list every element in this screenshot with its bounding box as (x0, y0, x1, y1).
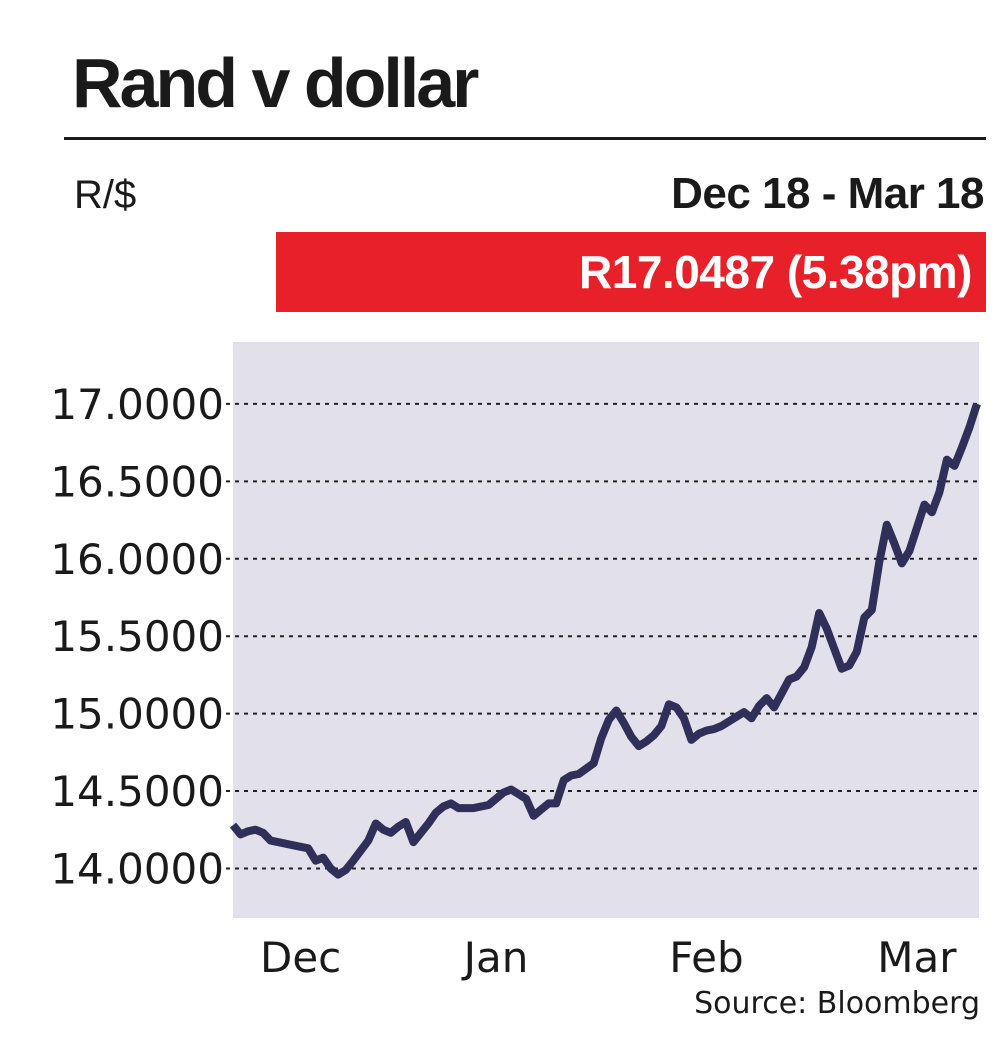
x-tick-label: Feb (669, 933, 743, 982)
y-tick-label: 17.0000 (50, 380, 224, 429)
x-tick-label: Dec (260, 933, 341, 982)
x-axis-ticks: Dec Jan Feb Mar (260, 933, 957, 982)
y-axis-ticks: 17.0000 16.5000 16.0000 15.5000 15.0000 14.50… (50, 380, 224, 894)
series-group (229, 402, 981, 879)
unit-label: R/$ (74, 173, 137, 217)
chart-title: Rand v dollar (72, 44, 479, 122)
y-tick-label: 14.5000 (50, 767, 224, 816)
source-credit: Source: Bloomberg (694, 986, 980, 1021)
y-tick-label: 15.5000 (50, 612, 224, 661)
x-tick-label: Jan (461, 933, 529, 982)
y-tick-label: 14.0000 (50, 844, 224, 893)
y-tick-label: 16.5000 (50, 457, 224, 506)
latest-price: R17.0487 (5.38pm) (579, 246, 972, 298)
y-tick-label: 15.0000 (50, 690, 224, 739)
series-line (229, 402, 981, 879)
latest-price-band: R17.0487 (5.38pm) (276, 232, 986, 312)
plot-area (233, 342, 979, 918)
y-tick-label: 16.0000 (50, 535, 224, 584)
title-divider (64, 137, 986, 140)
date-range: Dec 18 - Mar 18 (671, 169, 984, 218)
x-tick-label: Mar (877, 933, 957, 982)
